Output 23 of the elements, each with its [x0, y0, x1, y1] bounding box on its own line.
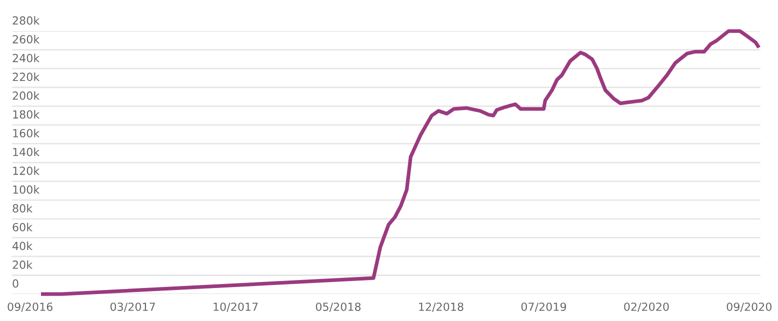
- y-tick-label: 260k: [12, 34, 40, 44]
- x-tick-label: 10/2017: [214, 302, 258, 312]
- y-tick-label: 120k: [13, 166, 40, 175]
- y-tick-label: 20k: [12, 260, 33, 269]
- x-tick-label: 07/2019: [521, 302, 566, 312]
- x-tick-label: 05/2018: [316, 302, 361, 312]
- y-tick-label: 240k: [12, 54, 40, 62]
- x-tick-label: 09/2020: [726, 302, 772, 312]
- y-tick-label: 140k: [13, 148, 40, 156]
- y-tick-label: 180k: [13, 110, 40, 119]
- y-tick-label: 280k: [12, 16, 40, 25]
- x-tick-label: 09/2016: [8, 302, 52, 312]
- y-tick-label: 220k: [12, 72, 40, 82]
- y-tick-label: 160k: [13, 128, 40, 138]
- x-tick-label: 02/2020: [624, 302, 669, 312]
- y-tick-label: 80k: [12, 204, 33, 213]
- y-tick-label: 200k: [12, 91, 40, 100]
- y-tick-label: 100k: [13, 185, 40, 194]
- y-tick-label: 40k: [12, 242, 33, 250]
- y-tick-label: 60k: [12, 222, 33, 232]
- x-tick-label: 12/2018: [419, 302, 464, 312]
- y-tick-label: 0: [12, 279, 18, 288]
- x-tick-label: 03/2017: [110, 302, 155, 312]
